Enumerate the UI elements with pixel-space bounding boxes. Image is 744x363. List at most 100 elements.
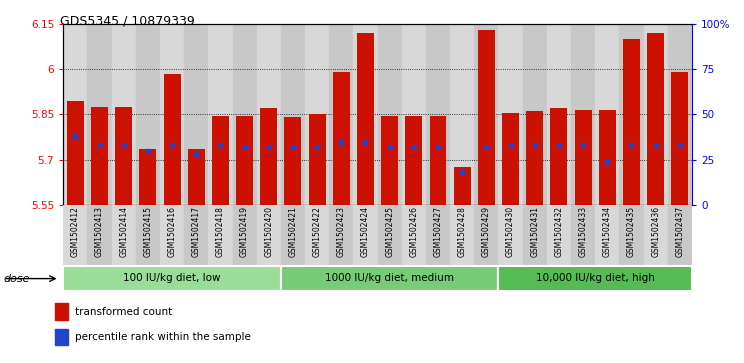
Bar [402,24,426,205]
Bar [185,205,208,265]
Bar [426,24,450,205]
Text: GSM1502426: GSM1502426 [409,206,418,257]
Bar [212,116,229,205]
Text: GSM1502422: GSM1502422 [312,206,321,257]
Bar [160,24,185,205]
Text: GSM1502427: GSM1502427 [434,206,443,257]
Bar [498,266,692,291]
Bar [668,205,692,265]
Text: GSM1502420: GSM1502420 [264,206,273,257]
Bar [405,116,423,205]
Bar [284,117,301,205]
Text: GSM1502428: GSM1502428 [458,206,466,257]
Bar [523,24,547,205]
Bar [450,24,475,205]
Bar [502,113,519,205]
Text: percentile rank within the sample: percentile rank within the sample [74,332,251,342]
Bar [668,24,692,205]
Bar [136,205,160,265]
Bar [305,205,330,265]
Bar [236,116,253,205]
Bar [547,205,571,265]
Bar [309,114,326,205]
Bar [498,24,522,205]
Text: GSM1502418: GSM1502418 [216,206,225,257]
Bar [88,205,112,265]
Bar [475,24,498,205]
Text: GSM1502416: GSM1502416 [167,206,176,257]
Text: GSM1502434: GSM1502434 [603,206,612,257]
Text: GSM1502430: GSM1502430 [506,206,515,257]
Bar [353,24,378,205]
Text: 10,000 IU/kg diet, high: 10,000 IU/kg diet, high [536,273,655,283]
Text: GSM1502431: GSM1502431 [530,206,539,257]
Text: 1000 IU/kg diet, medium: 1000 IU/kg diet, medium [325,273,454,283]
Bar [571,24,595,205]
Bar [571,205,595,265]
Bar [450,205,475,265]
Bar [647,33,664,205]
Text: GSM1502436: GSM1502436 [651,206,660,257]
Bar [475,205,498,265]
Bar [523,205,547,265]
Text: GSM1502437: GSM1502437 [676,206,684,257]
Text: GSM1502425: GSM1502425 [385,206,394,257]
Bar [378,205,402,265]
Text: GSM1502414: GSM1502414 [119,206,128,257]
Text: GSM1502435: GSM1502435 [627,206,636,257]
Bar [333,72,350,205]
Bar [623,39,640,205]
Bar [599,110,616,205]
Text: GSM1502419: GSM1502419 [240,206,249,257]
Bar [620,205,644,265]
Bar [378,24,402,205]
Text: dose: dose [4,274,31,284]
Bar [353,205,378,265]
Bar [232,205,257,265]
Text: GSM1502415: GSM1502415 [144,206,153,257]
Bar [381,116,398,205]
Bar [208,24,232,205]
Bar [257,24,281,205]
Bar [454,167,471,205]
Text: GSM1502413: GSM1502413 [95,206,104,257]
Bar [63,266,281,291]
Bar [357,33,374,205]
Bar [260,108,278,205]
Bar [595,205,620,265]
Bar [136,24,160,205]
Bar [160,205,185,265]
Text: GSM1502432: GSM1502432 [554,206,563,257]
Text: GSM1502429: GSM1502429 [482,206,491,257]
Bar [330,24,353,205]
Bar [54,329,68,345]
Bar [63,205,88,265]
Bar [644,24,668,205]
Bar [63,24,88,205]
Bar [112,205,136,265]
Bar [498,205,522,265]
Bar [112,24,136,205]
Bar [620,24,644,205]
Bar [574,110,591,205]
Bar [551,108,568,205]
Bar [281,266,498,291]
Bar [281,205,305,265]
Bar [330,205,353,265]
Text: GSM1502412: GSM1502412 [71,206,80,257]
Bar [88,24,112,205]
Bar [478,30,495,205]
Text: GSM1502421: GSM1502421 [289,206,298,257]
Text: GSM1502417: GSM1502417 [192,206,201,257]
Text: GSM1502423: GSM1502423 [337,206,346,257]
Text: transformed count: transformed count [74,307,172,317]
Bar [91,107,108,205]
Bar [281,24,305,205]
Text: GSM1502424: GSM1502424 [361,206,370,257]
Bar [526,111,543,205]
Text: GSM1502433: GSM1502433 [579,206,588,257]
Bar [547,24,571,205]
Bar [305,24,330,205]
Bar [187,149,205,205]
Bar [426,205,450,265]
